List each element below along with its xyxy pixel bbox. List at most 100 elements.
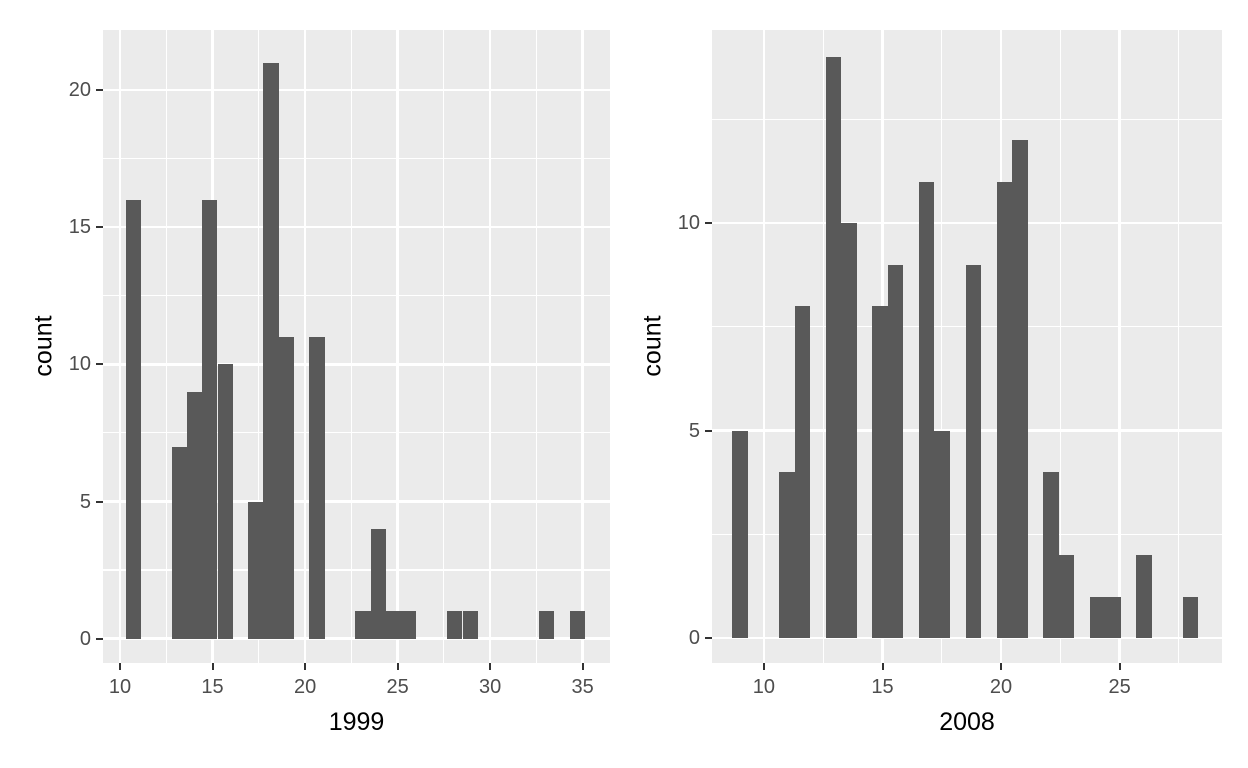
- minor-gridline-y: [103, 432, 610, 434]
- major-gridline-x: [118, 30, 122, 663]
- histogram-bar: [125, 199, 141, 639]
- major-gridline-x: [581, 30, 584, 663]
- minor-gridline-x: [258, 30, 260, 663]
- histogram-bar: [355, 611, 371, 639]
- minor-gridline-x: [350, 30, 352, 663]
- y-axis-title-2008: count: [638, 314, 667, 377]
- x-tick-label: 25: [386, 676, 409, 698]
- minor-gridline-x: [443, 30, 445, 663]
- major-gridline-y: [103, 88, 610, 92]
- histogram-bar: [841, 223, 857, 639]
- minor-gridline-x: [1178, 30, 1180, 663]
- histogram-bar: [1043, 472, 1059, 639]
- y-tick-label: 20: [68, 79, 91, 102]
- histogram-bar: [462, 611, 478, 639]
- x-axis-tick: [119, 663, 121, 670]
- x-tick-label: 25: [1108, 676, 1131, 698]
- histogram-bar: [539, 611, 555, 639]
- y-axis-tick: [705, 429, 712, 432]
- histogram-bar: [263, 62, 279, 639]
- histogram-bar: [385, 611, 402, 639]
- panel-2008: [712, 30, 1222, 663]
- histogram-bar: [1182, 596, 1199, 639]
- histogram-bar: [1058, 555, 1075, 639]
- major-gridline-y: [103, 363, 610, 366]
- minor-gridline-x: [1059, 30, 1061, 663]
- histogram-bar: [1089, 596, 1106, 639]
- histogram-bar: [370, 528, 386, 639]
- major-gridline-y: [103, 500, 610, 503]
- histogram-bar: [794, 306, 811, 639]
- histogram-bar: [401, 611, 417, 639]
- x-axis-tick: [211, 663, 214, 670]
- x-axis-tick: [1000, 663, 1002, 670]
- minor-gridline-y: [712, 118, 1222, 120]
- histogram-bar: [217, 364, 233, 639]
- x-tick-label: 10: [108, 676, 132, 698]
- histogram-bar: [996, 181, 1012, 639]
- x-tick-label: 35: [571, 676, 594, 698]
- major-gridline-x: [303, 30, 307, 663]
- y-axis-tick: [96, 89, 103, 92]
- x-axis-title-2008: 2008: [939, 708, 995, 736]
- histogram-bar: [1012, 140, 1028, 639]
- x-axis-tick: [581, 663, 584, 670]
- y-axis-tick: [96, 363, 103, 366]
- x-tick-label: 20: [293, 676, 317, 698]
- histogram-bar: [1105, 596, 1121, 639]
- x-tick-label: 20: [989, 676, 1013, 698]
- histogram-bar: [202, 199, 218, 639]
- histogram-bar: [887, 264, 904, 639]
- minor-gridline-y: [103, 295, 610, 297]
- histogram-bar: [965, 264, 981, 639]
- y-axis-tick: [96, 226, 103, 229]
- x-axis-tick: [1118, 663, 1121, 670]
- y-axis-tick: [705, 222, 712, 224]
- histogram-bar: [872, 306, 888, 639]
- minor-gridline-x: [822, 30, 824, 663]
- major-gridline-x: [1118, 30, 1121, 663]
- histogram-bar: [779, 472, 795, 639]
- x-axis-tick: [304, 663, 307, 670]
- x-axis-title-1999: 1999: [328, 708, 385, 736]
- histogram-bar: [186, 391, 203, 639]
- y-axis-title-1999: count: [29, 314, 58, 377]
- major-gridline-x: [488, 30, 492, 663]
- histogram-bar: [1136, 555, 1152, 639]
- major-gridline-y: [103, 225, 610, 229]
- y-tick-label: 0: [688, 627, 700, 650]
- minor-gridline-x: [165, 30, 167, 663]
- x-tick-label: 15: [201, 676, 224, 698]
- histogram-bar: [278, 336, 294, 639]
- x-tick-label: 15: [871, 676, 894, 698]
- x-axis-tick: [762, 663, 765, 670]
- y-tick-label: 5: [688, 419, 700, 442]
- major-gridline-x: [762, 30, 766, 663]
- histogram-bar: [447, 611, 463, 639]
- y-axis-tick: [705, 637, 712, 640]
- histogram-bar: [825, 57, 842, 639]
- minor-gridline-y: [103, 569, 610, 571]
- panel-1999: [103, 30, 610, 663]
- y-tick-label: 15: [68, 216, 91, 239]
- histogram-bar: [569, 611, 585, 639]
- histogram-bar: [918, 181, 935, 639]
- histogram-bar: [934, 430, 950, 639]
- x-axis-tick: [881, 663, 884, 670]
- major-gridline-x: [396, 30, 399, 663]
- y-axis-tick: [96, 500, 103, 503]
- y-tick-label: 0: [79, 627, 91, 650]
- y-tick-label: 10: [68, 353, 91, 376]
- histogram-bar: [732, 430, 748, 639]
- major-gridline-y: [712, 221, 1222, 225]
- y-tick-label: 5: [79, 490, 91, 513]
- x-axis-tick: [396, 663, 399, 670]
- minor-gridline-x: [941, 30, 943, 663]
- histogram-bar: [171, 446, 187, 639]
- histogram-bar: [309, 336, 325, 639]
- x-axis-tick: [489, 663, 492, 670]
- y-tick-label: 10: [677, 212, 700, 234]
- x-tick-label: 30: [478, 676, 502, 698]
- histogram-bar: [248, 501, 264, 639]
